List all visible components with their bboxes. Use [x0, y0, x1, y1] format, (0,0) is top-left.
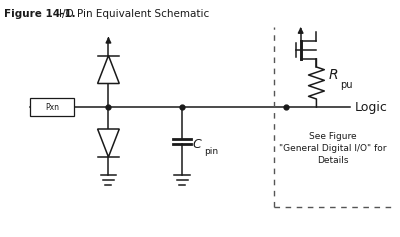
Text: R: R	[328, 68, 338, 82]
Text: I/O Pin Equivalent Schematic: I/O Pin Equivalent Schematic	[59, 9, 209, 19]
Text: Pxn: Pxn	[45, 102, 59, 111]
Polygon shape	[98, 55, 119, 83]
Text: pin: pin	[204, 146, 218, 155]
Text: Figure 14-1.: Figure 14-1.	[4, 9, 76, 19]
Bar	[30, 98, 74, 116]
Polygon shape	[98, 129, 119, 157]
Text: Logic: Logic	[355, 100, 388, 114]
Text: C: C	[192, 138, 201, 151]
Text: See Figure
"General Digital I/O" for
Details: See Figure "General Digital I/O" for Det…	[280, 132, 387, 165]
Text: pu: pu	[340, 80, 352, 90]
